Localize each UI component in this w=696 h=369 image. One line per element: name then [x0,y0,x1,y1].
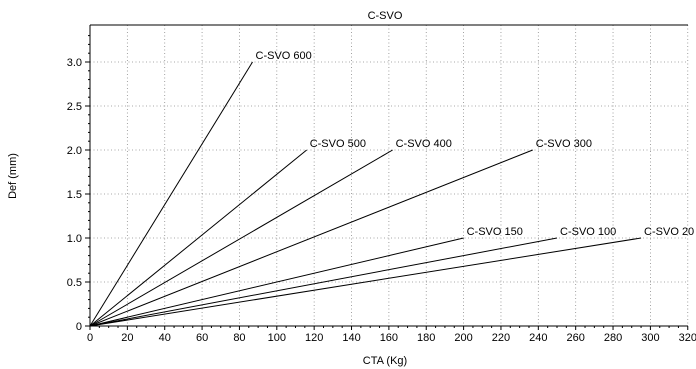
x-axis-title: CTA (Kg) [363,355,407,367]
series-label: C-SVO 400 [396,138,452,150]
series-line [89,237,464,327]
y-tick-label: 2.0 [67,145,82,157]
x-ticks: 0 20 40 60 80 100 120 140 160 180 200 220 240 260 280 3… [87,326,696,344]
x-tick-label: 140 [342,332,360,344]
x-tick-label: 300 [641,332,659,344]
series-line [89,149,308,327]
series-lines [89,61,642,327]
x-tick-label: 160 [380,332,398,344]
series-line [89,61,253,327]
series-label: C-SVO 20 [644,226,694,238]
y-ticks: 0 0.5 1.0 1.5 2.0 2.5 3.0 [67,35,90,333]
y-tick-label: 1.0 [67,233,82,245]
x-tick-label: 180 [417,332,435,344]
grid [90,25,689,326]
series-label: C-SVO 150 [467,226,523,238]
series-line [89,149,393,327]
x-tick-label: 280 [604,332,622,344]
y-tick-label: 0 [76,321,82,333]
series-label: C-SVO 100 [560,226,616,238]
x-tick-label: 0 [87,332,93,344]
x-tick-label: 80 [233,332,245,344]
x-tick-label: 260 [567,332,585,344]
series-labels: C-SVO 600 C-SVO 500 C-SVO 400 C-SVO 300 C-SV… [256,50,695,238]
series-label: C-SVO 600 [256,50,312,62]
x-tick-label: 40 [159,332,171,344]
x-tick-label: 120 [305,332,323,344]
y-axis-title: Def (mm) [7,153,19,199]
x-tick-label: 60 [196,332,208,344]
x-tick-label: 220 [492,332,510,344]
x-tick-label: 200 [454,332,472,344]
series-line [89,237,558,327]
series-label: C-SVO 300 [536,138,592,150]
chart-title: C-SVO [368,10,403,22]
series-line [89,237,642,327]
x-tick-label: 100 [268,332,286,344]
x-tick-label: 240 [529,332,547,344]
y-tick-label: 3.0 [67,57,82,69]
x-tick-label: 20 [121,332,133,344]
series-line [89,149,533,327]
x-tick-label: 320 [679,332,696,344]
series-label: C-SVO 500 [310,138,366,150]
y-tick-label: 1.5 [67,189,82,201]
y-tick-label: 0.5 [67,277,82,289]
y-tick-label: 2.5 [67,101,82,113]
